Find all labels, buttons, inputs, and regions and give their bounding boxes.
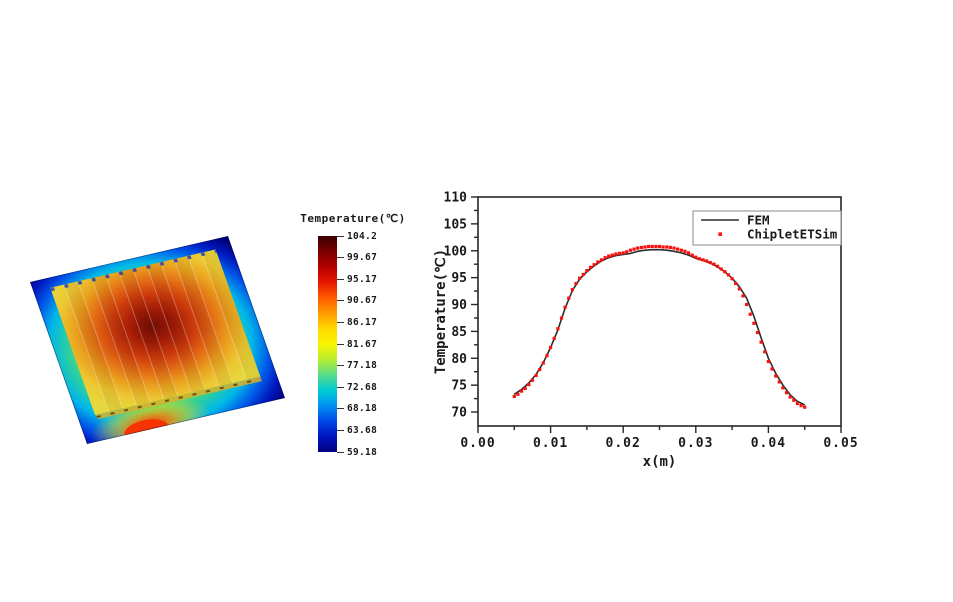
colorbar-tick-dash — [337, 300, 344, 302]
colorbar-tick-value: 59.18 — [347, 446, 378, 458]
colorbar-tick-dash — [337, 235, 344, 237]
colorbar-tick-value: 81.67 — [347, 338, 378, 350]
colorbar-tick: 72.68 — [337, 381, 377, 393]
colorbar-tick-dash — [337, 343, 344, 345]
y-tick-labels: 70 75 80 85 90 95 100 105 110 — [444, 191, 468, 421]
colorbar-tick-dash — [337, 365, 344, 367]
colorbar: Temperature(℃) 104.2 99.67 95.17 90.67 86.17… — [300, 212, 422, 462]
heatsink-fins — [63, 249, 261, 412]
colorbar-tick: 104.2 — [337, 230, 377, 242]
colorbar-tick-dash — [337, 429, 344, 431]
legend-chiplet-marker-sample — [718, 232, 722, 236]
colorbar-tick-dash — [337, 257, 344, 259]
colorbar-tick-value: 77.18 — [347, 360, 378, 372]
legend-chiplet-label: ChipletETSim — [747, 227, 838, 242]
colorbar-tick-dash — [337, 451, 344, 453]
y-tick-label: 90 — [451, 298, 467, 313]
colorbar-tick-value: 90.67 — [347, 295, 378, 307]
x-tick-label: 0.04 — [751, 436, 786, 451]
colorbar-tick-value: 99.67 — [347, 252, 378, 264]
colorbar-tick-dash — [337, 278, 344, 280]
colorbar-tick-dash — [337, 386, 344, 388]
colorbar-tick-value: 86.17 — [347, 316, 378, 328]
colorbar-tick: 59.18 — [337, 446, 377, 458]
thermal-3d-view — [14, 222, 314, 462]
colorbar-tick-value: 104.2 — [347, 230, 378, 242]
colorbar-tick: 68.18 — [337, 403, 377, 415]
y-tick-label: 110 — [444, 191, 468, 206]
legend-fem-label: FEM — [747, 213, 770, 228]
legend-box — [692, 210, 842, 246]
colorbar-tick-value: 63.68 — [347, 424, 378, 436]
y-tick-label: 85 — [451, 325, 467, 340]
x-tick-label: 0.01 — [533, 436, 568, 451]
colorbar-ticks: 104.2 99.67 95.17 90.67 86.17 81.67 77.18 72.68… — [337, 231, 397, 458]
colorbar-tick-value: 72.68 — [347, 381, 378, 393]
x-tick-labels: 0.00 0.01 0.02 0.03 0.04 0.05 — [460, 436, 858, 451]
colorbar-gradient — [318, 236, 337, 452]
colorbar-tick: 63.68 — [337, 424, 377, 436]
thermal-3d-svg — [30, 236, 285, 444]
y-tick-label: 70 — [451, 406, 467, 421]
colorbar-tick-value: 68.18 — [347, 403, 378, 415]
temperature-line-chart: 0.00 0.01 0.02 0.03 0.04 0.05 70 75 80 85 90 95 100 1… — [431, 184, 871, 484]
colorbar-tick: 90.67 — [337, 295, 377, 307]
y-axis-label: Temperature(℃) — [433, 249, 449, 374]
fin-top-notches — [50, 249, 217, 292]
y-tick-label: 75 — [451, 379, 467, 394]
x-tick-label: 0.00 — [460, 436, 495, 451]
x-tick-label: 0.03 — [678, 436, 713, 451]
x-axis-ticks — [477, 426, 842, 433]
y-tick-label: 95 — [451, 271, 467, 286]
colorbar-tick: 77.18 — [337, 360, 377, 372]
y-tick-label: 80 — [451, 352, 467, 367]
y-tick-label: 100 — [444, 244, 468, 259]
colorbar-tick: 99.67 — [337, 252, 377, 264]
chip-heatsink — [50, 249, 261, 415]
chart-svg: 0.00 0.01 0.02 0.03 0.04 0.05 70 75 80 85 90 95 100 1… — [433, 191, 858, 471]
colorbar-tick: 86.17 — [337, 316, 377, 328]
x-tick-label: 0.05 — [823, 436, 858, 451]
colorbar-tick: 81.67 — [337, 338, 377, 350]
y-tick-label: 105 — [444, 217, 467, 232]
colorbar-tick: 95.17 — [337, 273, 377, 285]
x-axis-label: x(m) — [643, 454, 677, 470]
colorbar-tick-dash — [337, 408, 344, 410]
x-tick-label: 0.02 — [606, 436, 641, 451]
colorbar-title: Temperature(℃) — [300, 212, 406, 225]
chipletetsim-scatter-series — [512, 244, 807, 409]
board-surface — [30, 236, 285, 444]
colorbar-tick-dash — [337, 321, 344, 323]
colorbar-tick-value: 95.17 — [347, 273, 378, 285]
fem-line-series — [513, 248, 806, 406]
y-axis-ticks — [471, 196, 478, 413]
